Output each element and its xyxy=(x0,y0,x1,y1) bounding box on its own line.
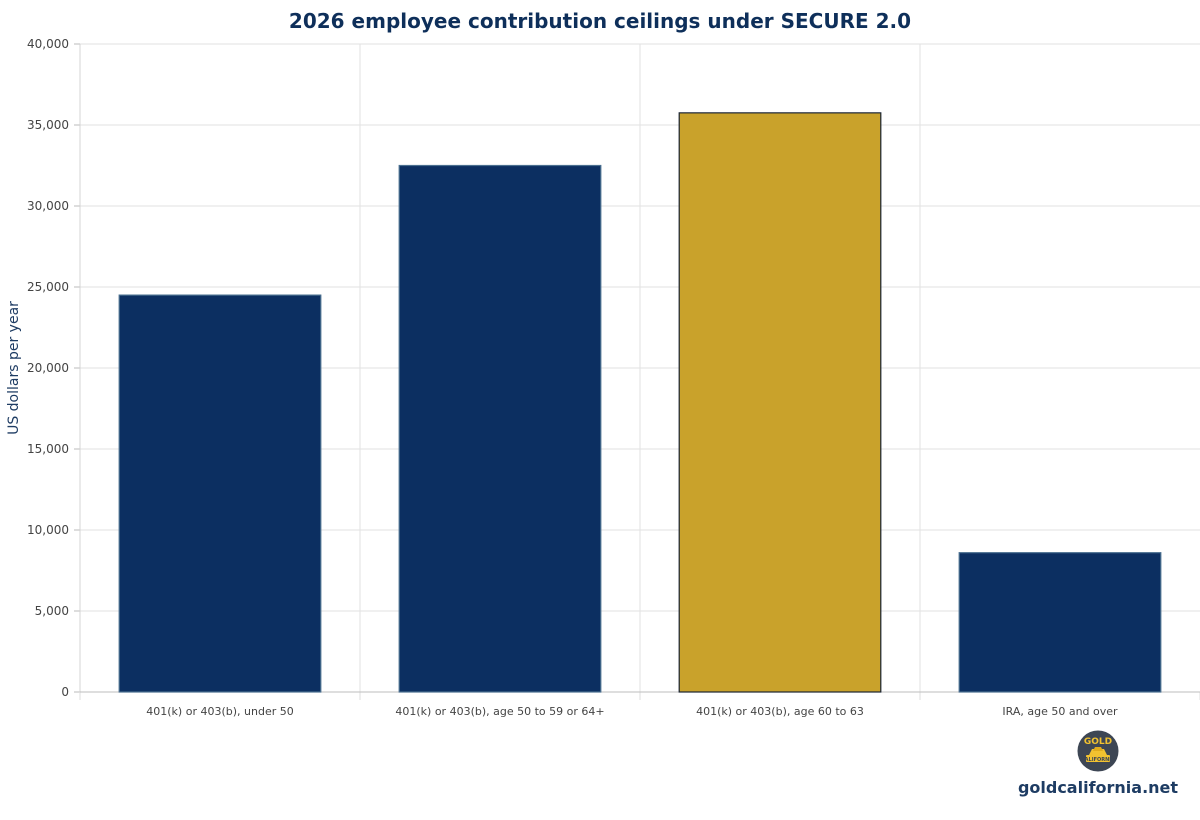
y-tick-label: 20,000 xyxy=(27,361,69,375)
tick-labels: 0 5,000 10,000 15,000 20,000 25,000 30,000 35,0… xyxy=(27,37,1118,718)
bar-3 xyxy=(678,112,882,693)
bars xyxy=(118,112,1162,693)
x-tick-label: 401(k) or 403(b), age 50 to 59 or 64+ xyxy=(395,705,604,718)
y-tick-label: 0 xyxy=(61,685,69,699)
y-tick-label: 10,000 xyxy=(27,523,69,537)
chart-title: 2026 employee contribution ceilings unde… xyxy=(288,9,912,33)
x-tick-label: 401(k) or 403(b), age 60 to 63 xyxy=(696,705,864,718)
y-tick-label: 30,000 xyxy=(27,199,69,213)
bar-1 xyxy=(118,294,322,693)
logo-top-text: GOLD xyxy=(1084,737,1112,747)
x-tick-label: IRA, age 50 and over xyxy=(1002,705,1118,718)
x-tick-label: 401(k) or 403(b), under 50 xyxy=(146,705,293,718)
y-tick-label: 15,000 xyxy=(27,442,69,456)
brand-watermark: GOLD CALIFORNIA goldcalifornia.net xyxy=(1010,728,1186,808)
logo-bottom-text: CALIFORNIA xyxy=(1081,757,1115,763)
y-axis-label: US dollars per year xyxy=(6,301,22,435)
y-tick-label: 35,000 xyxy=(27,118,69,132)
bar-4 xyxy=(958,552,1162,693)
bar-2 xyxy=(398,164,602,693)
gold-california-logo-icon: GOLD CALIFORNIA xyxy=(1077,730,1119,772)
y-tick-label: 5,000 xyxy=(35,604,69,618)
y-tick-label: 25,000 xyxy=(27,280,69,294)
brand-site-text: goldcalifornia.net xyxy=(1017,778,1179,797)
y-tick-label: 40,000 xyxy=(27,37,69,51)
